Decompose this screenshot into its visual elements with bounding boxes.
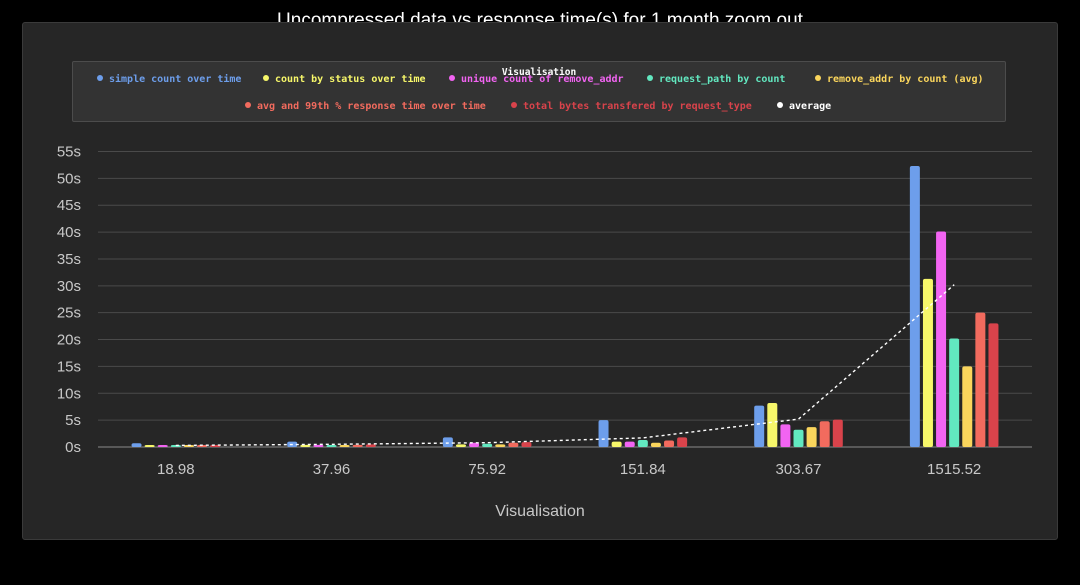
x-tick-label: 37.96 bbox=[313, 461, 351, 478]
x-tick-label: 75.92 bbox=[468, 461, 506, 478]
y-tick-label: 25s bbox=[57, 305, 81, 322]
legend-title: Visualisation bbox=[501, 67, 577, 78]
legend-swatch bbox=[647, 75, 653, 81]
bar bbox=[780, 424, 791, 447]
bar bbox=[637, 440, 648, 447]
bar bbox=[157, 445, 168, 447]
x-axis-label: Visualisation bbox=[495, 503, 585, 520]
legend-swatch bbox=[245, 102, 251, 108]
y-tick-label: 30s bbox=[57, 278, 81, 295]
bar bbox=[326, 445, 337, 447]
legend-item[interactable]: total bytes transfered by request_type bbox=[511, 101, 752, 112]
legend-item[interactable]: count by status over time bbox=[263, 74, 426, 85]
legend-swatch bbox=[511, 102, 517, 108]
legend-swatch bbox=[449, 75, 455, 81]
legend-label: total bytes transfered by request_type bbox=[523, 101, 752, 112]
bar bbox=[988, 323, 999, 447]
y-tick-label: 35s bbox=[57, 251, 81, 268]
legend-swatch bbox=[97, 75, 103, 81]
legend-item[interactable]: average bbox=[777, 101, 831, 112]
bar bbox=[909, 166, 920, 448]
bar bbox=[624, 441, 635, 447]
bar bbox=[352, 444, 363, 447]
legend-label: simple count over time bbox=[109, 74, 242, 85]
legend-item[interactable]: request_path by count bbox=[647, 74, 785, 85]
y-tick-label: 10s bbox=[57, 385, 81, 402]
bar bbox=[339, 445, 350, 447]
bar bbox=[442, 437, 453, 447]
bar bbox=[677, 437, 688, 447]
y-tick-label: 5s bbox=[65, 412, 81, 429]
legend-label: remove_addr by count (avg) bbox=[827, 74, 984, 85]
legend-item[interactable]: simple count over time bbox=[97, 74, 241, 85]
x-tick-label: 1515.52 bbox=[927, 461, 981, 478]
bar bbox=[650, 442, 661, 447]
y-tick-label: 15s bbox=[57, 358, 81, 375]
bar bbox=[598, 420, 609, 447]
legend-label: unique count of remove_addr bbox=[461, 74, 624, 85]
bar bbox=[949, 338, 960, 447]
bar bbox=[508, 442, 519, 447]
bar bbox=[806, 427, 817, 447]
legend-item[interactable]: avg and 99th % response time over time bbox=[245, 101, 486, 112]
bar bbox=[365, 444, 376, 447]
x-tick-label: 303.67 bbox=[776, 461, 822, 478]
bar bbox=[495, 444, 506, 447]
y-tick-label: 50s bbox=[57, 170, 81, 187]
bar bbox=[611, 441, 622, 447]
bar bbox=[521, 442, 532, 447]
bar bbox=[962, 366, 973, 447]
bar bbox=[793, 429, 804, 447]
bar bbox=[922, 278, 933, 447]
legend-swatch bbox=[263, 75, 269, 81]
y-tick-label: 20s bbox=[57, 332, 81, 349]
x-tick-label: 18.98 bbox=[157, 461, 195, 478]
bar bbox=[313, 444, 324, 447]
legend-label: average bbox=[789, 101, 832, 112]
bar bbox=[144, 445, 155, 447]
x-tick-label: 151.84 bbox=[620, 461, 666, 478]
bar bbox=[936, 231, 947, 447]
legend: Visualisation simple count over time coun… bbox=[72, 61, 1006, 122]
bar bbox=[832, 419, 843, 447]
legend-label: avg and 99th % response time over time bbox=[257, 101, 486, 112]
y-tick-label: 40s bbox=[57, 224, 81, 241]
bar bbox=[482, 443, 493, 447]
bar bbox=[469, 442, 480, 447]
legend-swatch bbox=[815, 75, 821, 81]
y-tick-label: 55s bbox=[57, 144, 81, 161]
bar bbox=[819, 421, 830, 447]
legend-item[interactable]: remove_addr by count (avg) bbox=[815, 74, 984, 85]
bar bbox=[754, 405, 765, 447]
legend-label: request_path by count bbox=[659, 74, 786, 85]
legend-swatch bbox=[777, 102, 783, 108]
legend-item[interactable]: unique count of remove_addr bbox=[449, 74, 624, 85]
bar bbox=[455, 444, 466, 447]
bar bbox=[664, 440, 675, 447]
legend-label: count by status over time bbox=[275, 74, 426, 85]
bar bbox=[131, 443, 142, 447]
y-tick-label: 45s bbox=[57, 197, 81, 214]
bar bbox=[767, 402, 778, 447]
bar bbox=[197, 445, 208, 447]
bar bbox=[975, 312, 986, 447]
y-tick-label: 0s bbox=[65, 439, 81, 456]
bar bbox=[300, 444, 311, 447]
